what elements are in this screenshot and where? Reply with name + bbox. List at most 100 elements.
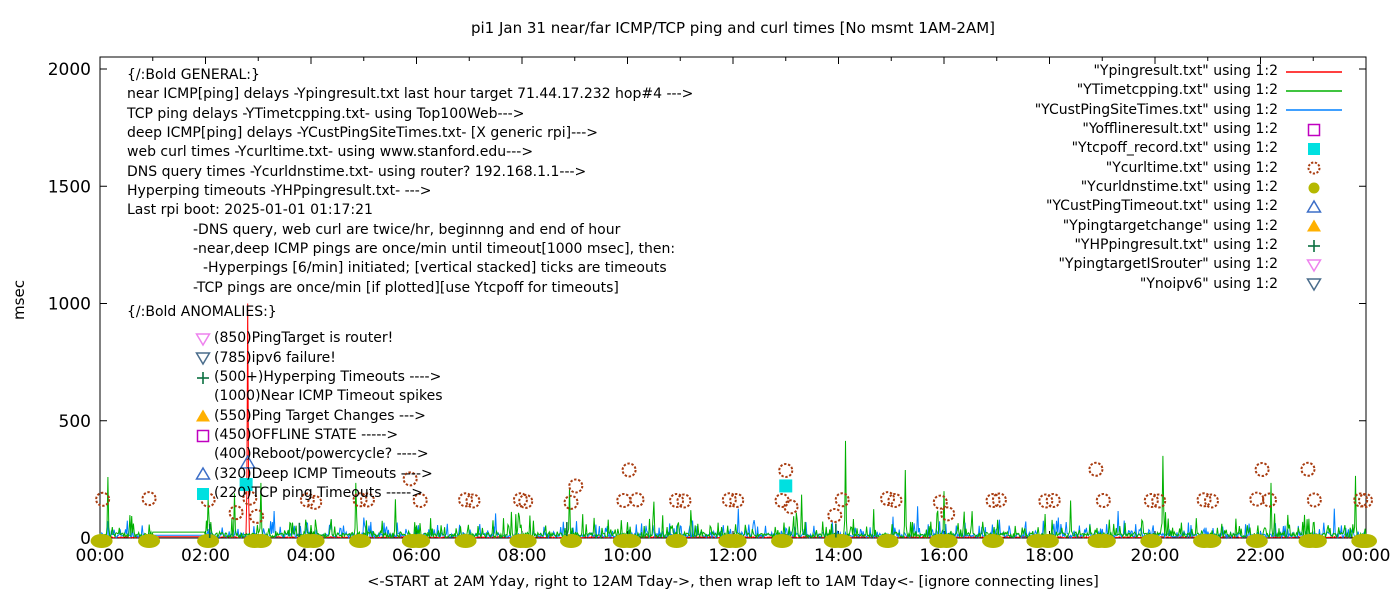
legend-row: "Yofflineresult.txt" using 1:2 bbox=[1035, 120, 1350, 139]
anomaly-row: (220)TCP ping Timeouts -----> bbox=[127, 484, 443, 503]
anomaly-marker bbox=[195, 350, 211, 366]
general-line: Last rpi boot: 2025-01-01 01:17:21 bbox=[127, 202, 373, 219]
marker-ellipse-filled bbox=[830, 534, 853, 548]
anomaly-text: (550)Ping Target Changes ---> bbox=[214, 407, 426, 424]
line-icon bbox=[1286, 70, 1342, 73]
legend-label: "Ycurltime.txt" using 1:2 bbox=[1105, 159, 1278, 176]
anomaly-text: (450)OFFLINE STATE -----> bbox=[214, 426, 399, 443]
marker-ellipse-filled bbox=[408, 534, 431, 548]
marker-circle-open bbox=[827, 507, 843, 523]
marker-circle-open bbox=[1038, 493, 1054, 509]
marker-circle-open bbox=[676, 493, 692, 509]
general-line: near ICMP[ping] delays -Ypingresult.txt … bbox=[127, 86, 694, 103]
marker-circle-open bbox=[299, 492, 315, 508]
marker-circle-open bbox=[1300, 461, 1316, 477]
legend-sample bbox=[1278, 159, 1350, 178]
marker-circle-open bbox=[465, 493, 481, 509]
anomaly-row: (320)Deep ICMP Timeouts ----> bbox=[127, 465, 443, 484]
legend: "Ypingresult.txt" using 1:2 "YTimetcpping… bbox=[1035, 62, 1350, 294]
marker-circle-open bbox=[932, 494, 948, 510]
general-line: -DNS query, web curl are twice/hr, begin… bbox=[193, 221, 621, 238]
x-axis-tick-label: 14:00 bbox=[814, 546, 863, 566]
anomaly-marker bbox=[195, 389, 211, 405]
marker-circle-open bbox=[834, 492, 850, 508]
legend-label: "YCustPingSiteTimes.txt" using 1:2 bbox=[1034, 101, 1278, 118]
plus-icon bbox=[1308, 239, 1320, 252]
general-line: -TCP pings are once/min [if plotted][use… bbox=[193, 279, 619, 296]
legend-sample bbox=[1278, 101, 1350, 120]
marker-circle-open bbox=[1088, 461, 1104, 477]
legend-sample bbox=[1278, 178, 1350, 197]
square-open-icon bbox=[1307, 123, 1321, 136]
marker-circle-open bbox=[1045, 492, 1061, 508]
marker-circle-open bbox=[629, 492, 645, 508]
general-line: Hyperping timeouts -YHPpingresult.txt- -… bbox=[127, 182, 432, 199]
marker-circle-open bbox=[412, 492, 428, 508]
general-line: -near,deep ICMP pings are once/min until… bbox=[193, 240, 676, 257]
x-axis-tick-label: 06:00 bbox=[392, 546, 441, 566]
triangle-down-open-icon bbox=[1306, 259, 1322, 273]
line-icon bbox=[1286, 109, 1342, 112]
marker-ellipse-filled bbox=[90, 534, 113, 548]
scatter-series-Ytcpoff_record.txt bbox=[239, 478, 793, 493]
marker-circle-open bbox=[95, 491, 111, 507]
anomaly-marker bbox=[195, 331, 211, 347]
marker-circle-open bbox=[729, 492, 745, 508]
marker-ellipse-filled bbox=[1304, 534, 1327, 548]
marker-ellipse-filled bbox=[1199, 534, 1222, 548]
square-open-icon bbox=[196, 429, 210, 442]
marker-circle-open bbox=[518, 493, 534, 509]
legend-sample bbox=[1278, 236, 1350, 255]
marker-circle-open bbox=[1095, 492, 1111, 508]
anomaly-text: (850)PingTarget is router! bbox=[214, 330, 394, 347]
marker-ellipse-filled bbox=[1245, 534, 1268, 548]
chart-title: pi1 Jan 31 near/far ICMP/TCP ping and cu… bbox=[470, 19, 996, 37]
anomalies-annotations: {/:Bold ANOMALIES:} (850)PingTarget is ro… bbox=[127, 303, 443, 503]
legend-sample bbox=[1278, 197, 1350, 216]
legend-label: "Yofflineresult.txt" using 1:2 bbox=[1082, 120, 1278, 137]
marker-ellipse-filled bbox=[1036, 534, 1059, 548]
marker-ellipse-filled bbox=[1355, 534, 1377, 548]
anomaly-marker bbox=[195, 466, 211, 482]
triangle-down-open-icon bbox=[195, 352, 211, 366]
anomaly-row: (785)ipv6 failure! bbox=[127, 349, 443, 368]
legend-label: "YTimetcpping.txt" using 1:2 bbox=[1076, 82, 1278, 99]
marker-circle-open bbox=[783, 499, 799, 515]
general-annotations: {/:Bold GENERAL:} near ICMP[ping] delays … bbox=[127, 66, 693, 298]
marker-circle-open bbox=[778, 462, 794, 478]
y-axis-tick-label: 2000 bbox=[48, 60, 91, 80]
marker-ellipse-filled bbox=[935, 534, 958, 548]
anomaly-marker bbox=[195, 486, 211, 502]
marker-circle-open bbox=[887, 492, 903, 508]
marker-ellipse-filled bbox=[771, 534, 794, 548]
x-axis-tick-label: 10:00 bbox=[603, 546, 652, 566]
legend-row: "YCustPingSiteTimes.txt" using 1:2 bbox=[1035, 101, 1350, 120]
x-axis-tick-label: 00:00 bbox=[76, 546, 125, 566]
marker-circle-open bbox=[1151, 493, 1167, 509]
legend-row: "Ynoipv6" using 1:2 bbox=[1035, 275, 1350, 294]
legend-row: "Ytcpoff_record.txt" using 1:2 bbox=[1035, 139, 1350, 158]
general-line: -Hyperpings [6/min] initiated; [vertical… bbox=[203, 260, 667, 277]
anomaly-row: (500+)Hyperping Timeouts ----> bbox=[127, 368, 443, 387]
triangle-down-open-icon bbox=[195, 333, 211, 347]
anomaly-marker bbox=[195, 447, 211, 463]
general-line: DNS query times -Ycurldnstime.txt- using… bbox=[127, 163, 587, 180]
marker-circle-open bbox=[1306, 492, 1322, 508]
anomaly-row: (550)Ping Target Changes ---> bbox=[127, 407, 443, 426]
marker-circle-open bbox=[242, 490, 258, 506]
legend-sample bbox=[1278, 139, 1350, 158]
marker-circle-open bbox=[141, 491, 157, 507]
legend-sample bbox=[1278, 81, 1350, 100]
marker-ellipse-filled bbox=[1140, 534, 1163, 548]
marker-ellipse-filled bbox=[249, 534, 272, 548]
marker-circle-open bbox=[1353, 492, 1369, 508]
anomaly-marker bbox=[195, 408, 211, 424]
anomaly-marker bbox=[195, 370, 211, 386]
x-axis-tick-label: 20:00 bbox=[1131, 546, 1180, 566]
triangle-up-open-icon bbox=[1306, 199, 1322, 213]
marker-ellipse-filled bbox=[1093, 534, 1116, 548]
legend-row: "Ycurltime.txt" using 1:2 bbox=[1035, 159, 1350, 178]
marker-ellipse-filled bbox=[454, 534, 477, 548]
square-filled-icon bbox=[1308, 142, 1320, 155]
marker-circle-open bbox=[512, 492, 528, 508]
